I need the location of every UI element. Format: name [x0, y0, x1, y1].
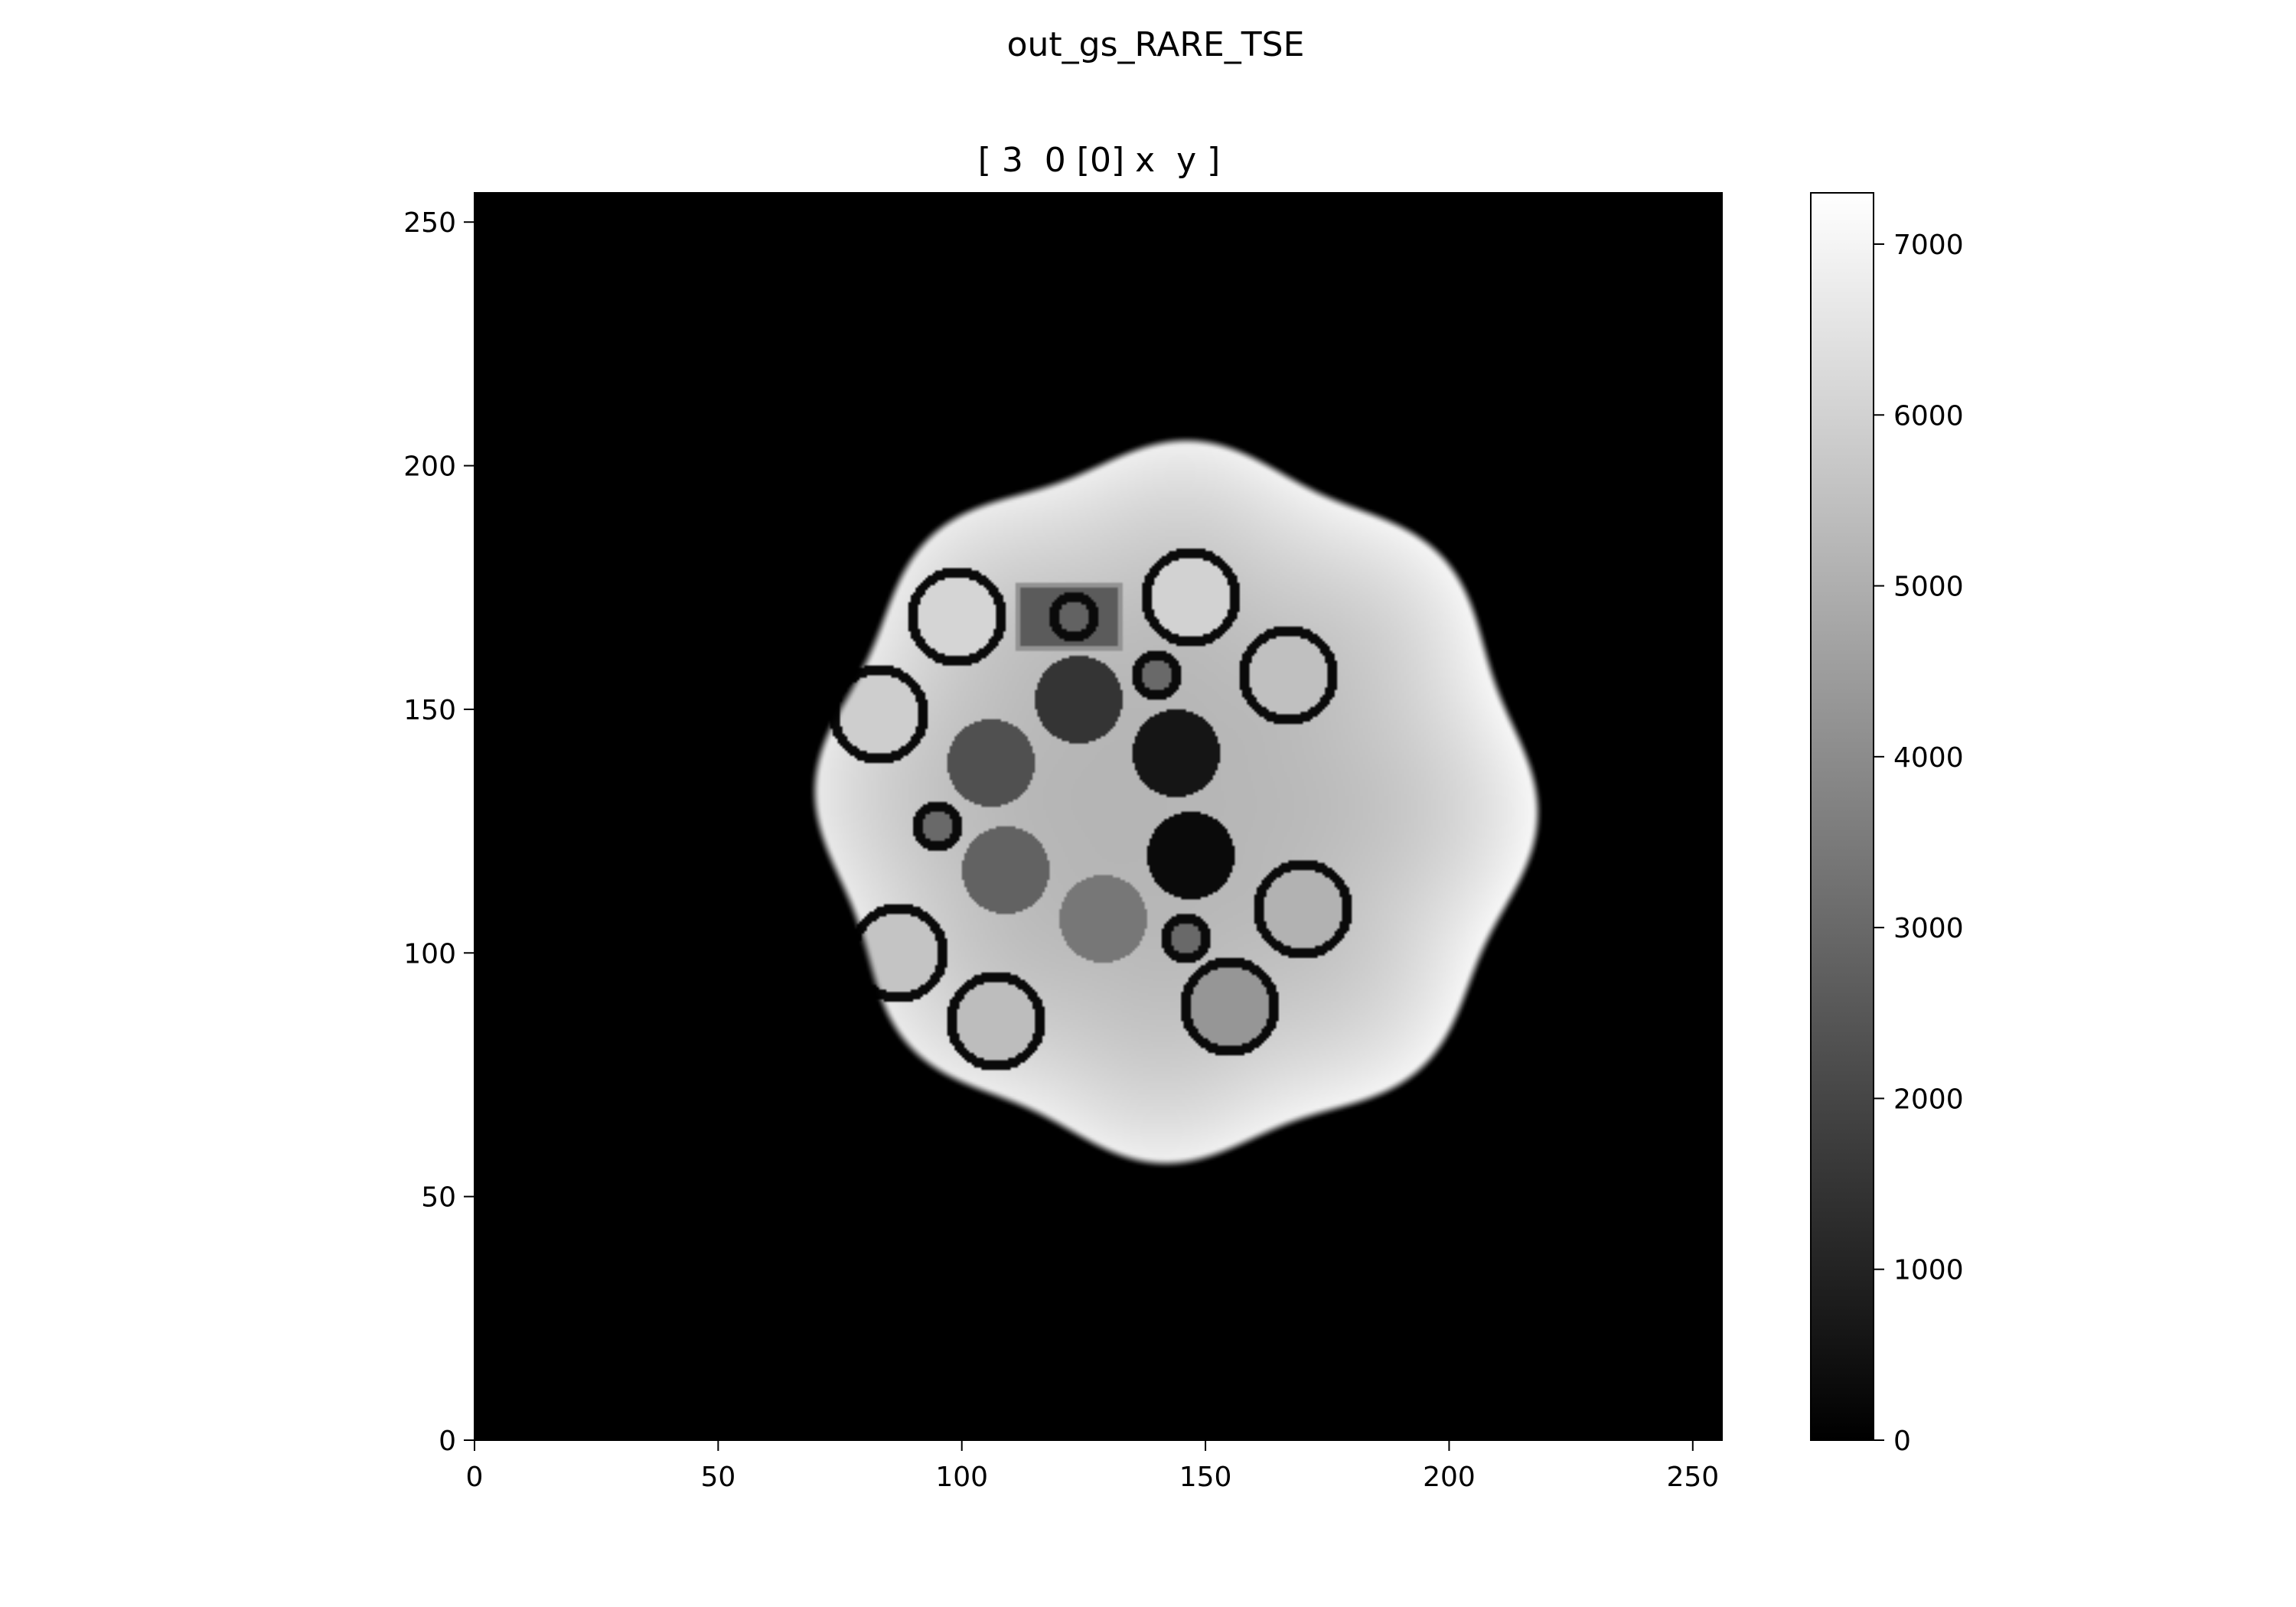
colorbar-tick-label: 6000: [1893, 400, 1964, 432]
y-tick-label: 250: [403, 207, 456, 239]
colorbar-tick-label: 4000: [1893, 742, 1964, 774]
colorbar-tick-label: 2000: [1893, 1084, 1964, 1115]
image-frame: [474, 192, 1723, 1441]
plot-title: [ 3 0 [0] x y ]: [978, 141, 1221, 180]
y-axis: 0 50 100 150 200 250: [403, 207, 475, 1457]
x-tick-label: 200: [1423, 1462, 1476, 1493]
x-tick-label: 150: [1179, 1462, 1232, 1493]
x-tick-label: 0: [466, 1462, 484, 1493]
heatmap-image: [475, 193, 1722, 1440]
colorbar-tick-label: 3000: [1893, 913, 1964, 944]
colorbar-ticks: 0 1000 2000 3000 4000 5000 6000 7000: [1874, 230, 1964, 1457]
x-tick-label: 50: [700, 1462, 735, 1493]
colorbar-tick-label: 0: [1893, 1426, 1911, 1457]
colorbar-tick-label: 5000: [1893, 572, 1964, 603]
y-tick-label: 150: [403, 695, 456, 726]
x-tick-label: 100: [935, 1462, 988, 1493]
figure-suptitle: out_gs_RARE_TSE: [1007, 25, 1305, 64]
y-tick-label: 50: [421, 1182, 456, 1214]
y-tick-label: 0: [439, 1426, 456, 1457]
image-panel: [474, 192, 1723, 1441]
x-axis: 0 50 100 150 200 250: [466, 1440, 1719, 1493]
colorbar-tick-label: 1000: [1893, 1255, 1964, 1286]
x-tick-label: 250: [1666, 1462, 1719, 1493]
colorbar-tick-label: 7000: [1893, 230, 1964, 261]
y-tick-label: 100: [403, 938, 456, 970]
colorbar: 0 1000 2000 3000 4000 5000 6000 7000: [1810, 192, 1964, 1457]
y-tick-label: 200: [403, 451, 456, 483]
colorbar-gradient: [1810, 192, 1874, 1441]
